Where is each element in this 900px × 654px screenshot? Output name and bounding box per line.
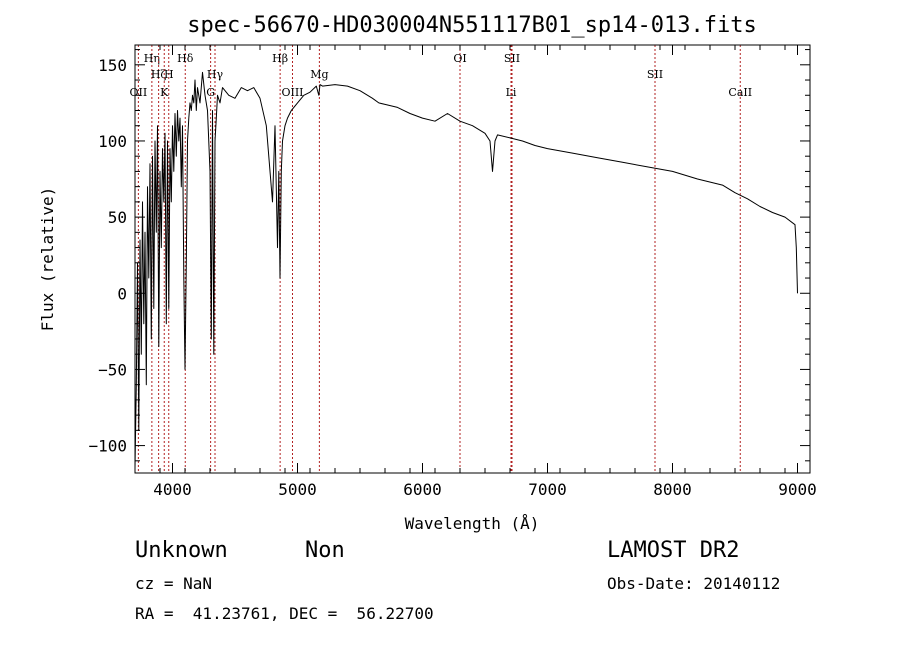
line-marker-label: H (164, 68, 174, 81)
line-marker-label: OIII (281, 86, 303, 99)
x-axis-label: Wavelength (Å) (405, 514, 540, 533)
x-axis-ticks: 4000 5000 6000 7000 8000 9000 (134, 45, 817, 499)
line-marker-label: SII (647, 68, 663, 81)
line-marker-label: Li (506, 86, 517, 99)
line-marker-label: Hζ (151, 68, 167, 81)
line-marker-label: K (160, 86, 169, 99)
y-axis-ticks: −100 −50 0 50 100 150 (88, 49, 810, 462)
plot-frame (134, 44, 811, 474)
y-tick-label: 50 (108, 208, 127, 227)
line-marker-label: Mg (310, 68, 328, 81)
line-marker-label: OI (453, 52, 466, 65)
line-marker-label: SII (504, 52, 520, 65)
line-marker-label: Hδ (177, 52, 194, 65)
y-tick-label: −100 (88, 437, 127, 456)
line-marker-label: Hβ (272, 52, 288, 65)
x-tick-label: 5000 (278, 480, 317, 499)
line-marker-label: Hη (144, 52, 160, 65)
redshift-cz: cz = NaN (135, 574, 213, 593)
y-tick-label: −50 (98, 360, 127, 379)
x-tick-label: 6000 (403, 480, 442, 499)
x-tick-label: 4000 (153, 480, 192, 499)
spectrum-line-0 (134, 71, 798, 469)
y-tick-label: 150 (98, 56, 127, 75)
survey-name: LAMOST DR2 (607, 538, 740, 563)
coordinates: RA = 41.23761, DEC = 56.22700 (135, 604, 434, 623)
y-tick-label: 100 (98, 132, 127, 151)
x-tick-label: 8000 (653, 480, 692, 499)
line-marker-label: G (206, 86, 215, 99)
x-tick-label: 7000 (528, 480, 567, 499)
chart-title: spec-56670-HD030004N551117B01_sp14-013.f… (187, 13, 757, 38)
y-axis-label: Flux (relative) (38, 187, 57, 332)
observation-date: Obs-Date: 20140112 (607, 574, 781, 593)
object-class: Non (305, 538, 345, 563)
line-marker-label: Hγ (207, 68, 224, 81)
flux-series (134, 71, 798, 469)
y-tick-label: 0 (117, 284, 127, 303)
x-tick-label: 9000 (778, 480, 817, 499)
line-marker-label: CaII (728, 86, 752, 99)
object-name: Unknown (135, 538, 228, 563)
line-marker-label: OII (130, 86, 148, 99)
